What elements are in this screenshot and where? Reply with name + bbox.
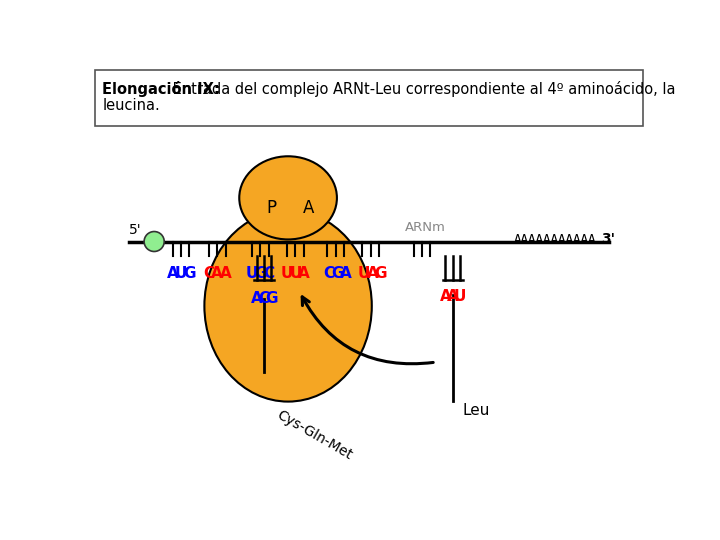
Text: A: A [303, 199, 315, 218]
Text: U: U [281, 266, 293, 281]
Ellipse shape [204, 210, 372, 402]
Text: A: A [212, 266, 223, 281]
Text: ARNm: ARNm [405, 221, 446, 234]
Text: A: A [251, 292, 263, 306]
Text: 5': 5' [129, 224, 142, 238]
Text: U: U [454, 289, 466, 304]
Text: P: P [267, 199, 277, 218]
FancyArrowPatch shape [302, 297, 433, 364]
Ellipse shape [144, 232, 164, 252]
FancyBboxPatch shape [95, 70, 643, 126]
Text: Elongación IX:: Elongación IX: [102, 80, 220, 97]
Text: 3': 3' [601, 232, 615, 246]
Text: U: U [289, 266, 302, 281]
Text: A: A [366, 266, 378, 281]
Text: Entrada del complejo ARNt-Leu correspondiente al 4º aminoácido, la: Entrada del complejo ARNt-Leu correspond… [168, 80, 675, 97]
Text: G: G [265, 292, 278, 306]
Text: A: A [220, 266, 231, 281]
Text: U: U [358, 266, 370, 281]
Text: A: A [167, 266, 179, 281]
Text: Leu: Leu [463, 403, 490, 418]
Text: Cys-Gln-Met: Cys-Gln-Met [274, 408, 354, 462]
Text: U: U [246, 266, 258, 281]
Text: A: A [340, 266, 351, 281]
Text: G: G [183, 266, 196, 281]
Text: G: G [331, 266, 343, 281]
Text: A: A [447, 289, 459, 304]
Ellipse shape [239, 156, 337, 239]
Text: A: A [298, 266, 310, 281]
Text: C: C [263, 266, 274, 281]
Text: A: A [440, 289, 451, 304]
Text: leucina.: leucina. [102, 98, 160, 113]
Text: AAAAAAAAAAA: AAAAAAAAAAA [514, 233, 597, 246]
Text: G: G [254, 266, 266, 281]
Text: U: U [175, 266, 187, 281]
Text: G: G [374, 266, 387, 281]
Text: C: C [258, 292, 270, 306]
Text: C: C [323, 266, 334, 281]
Text: C: C [203, 266, 215, 281]
